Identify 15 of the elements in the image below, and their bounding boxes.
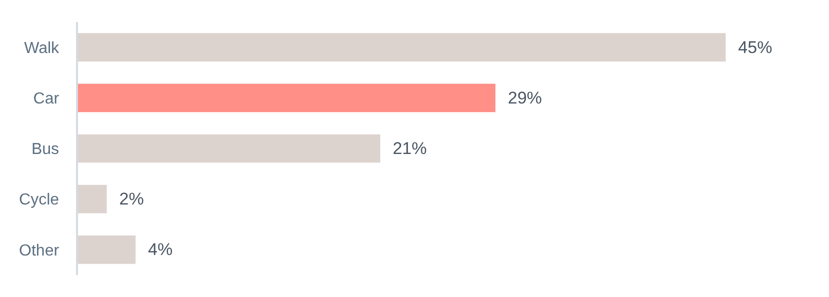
data-label: 29% (498, 88, 542, 108)
data-label: 2% (110, 190, 144, 209)
y-tick-label: Cycle (19, 192, 60, 209)
bar (78, 134, 380, 163)
y-tick-label: Bus (31, 141, 60, 158)
bar (78, 236, 136, 264)
bar (78, 84, 496, 112)
y-tick-label: Walk (24, 40, 60, 57)
data-label: 21% (383, 139, 427, 158)
y-tick-label: Car (33, 90, 60, 108)
bar (78, 184, 107, 214)
y-tick-label: Other (19, 242, 60, 260)
bar (78, 33, 726, 62)
data-label: 4% (138, 240, 173, 260)
data-label: 45% (728, 38, 772, 57)
